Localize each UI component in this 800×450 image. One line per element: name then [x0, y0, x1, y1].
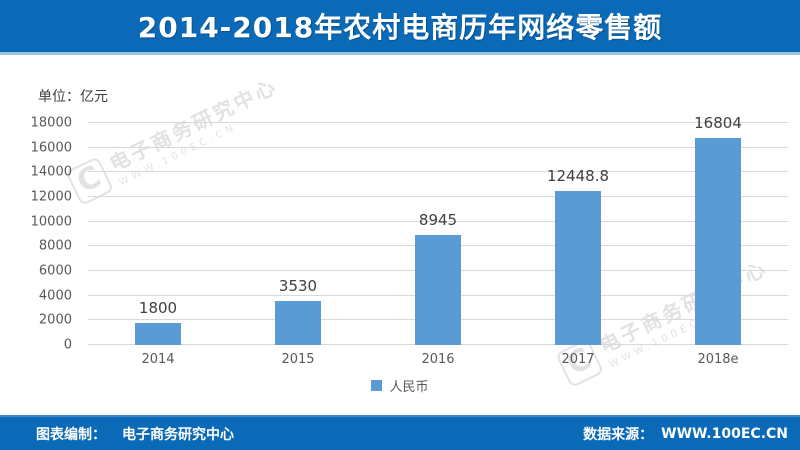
- gridline: [88, 220, 788, 222]
- legend: 人民币: [0, 376, 800, 395]
- y-tick-label: 14000: [30, 164, 72, 180]
- bar-slot-2017: 12448.8: [508, 123, 648, 345]
- y-tick-label: 10000: [30, 214, 72, 230]
- footer-bar: 图表编制： 电子商务研究中心 数据来源： WWW.100EC.CN: [0, 415, 800, 450]
- bar-slot-2014: 1800: [88, 123, 228, 345]
- x-tick-label: 2017: [561, 352, 595, 367]
- y-tick-label: 8000: [38, 238, 72, 254]
- x-axis-labels: 2014 2015 2016 2017 2018e: [88, 352, 788, 367]
- legend-swatch-icon: [371, 380, 383, 391]
- bar-2014: [135, 322, 181, 345]
- y-tick-label: 0: [63, 337, 72, 353]
- bar-value-label: 3530: [278, 277, 318, 296]
- bar-value-label: 8945: [418, 210, 458, 229]
- chart-title: 2014-2018年农村电商历年网络零售额: [137, 11, 663, 44]
- footer-source-value: WWW.100EC.CN: [661, 425, 788, 442]
- x-tick-label: 2014: [141, 352, 175, 367]
- footer-source: 数据来源： WWW.100EC.CN: [583, 424, 788, 444]
- x-tick-label: 2018e: [697, 352, 739, 367]
- y-tick-label: 18000: [30, 115, 72, 131]
- footer-credit-value: 电子商务研究中心: [122, 426, 234, 443]
- y-tick-label: 16000: [30, 140, 72, 156]
- x-tick-label: 2016: [421, 352, 455, 367]
- y-tick-label: 2000: [38, 312, 72, 328]
- gridline: [88, 122, 788, 123]
- bar-value-label: 16804: [694, 113, 742, 132]
- bar-slot-2016: 8945: [368, 123, 508, 345]
- legend-label: 人民币: [389, 380, 429, 395]
- bar-value-label: 12448.8: [546, 167, 610, 186]
- bar-value-label: 1800: [138, 298, 178, 317]
- unit-label: 单位：亿元: [38, 89, 108, 105]
- bar-2017: [555, 191, 601, 345]
- footer-credit: 图表编制： 电子商务研究中心: [36, 424, 234, 444]
- bar-slot-2018e: 16804: [648, 114, 788, 345]
- gridline: [88, 171, 788, 173]
- bar-2015: [275, 301, 321, 345]
- y-tick-label: 6000: [38, 263, 72, 279]
- title-bar: 2014-2018年农村电商历年网络零售额: [0, 0, 800, 55]
- gridline: [88, 146, 788, 148]
- y-axis-labels: 0 2000 4000 6000 8000 10000 12000 14000 16000 180…: [0, 116, 80, 353]
- bar-2016: [415, 234, 461, 345]
- x-tick-label: 2015: [281, 352, 315, 367]
- footer-credit-label: 图表编制：: [36, 426, 106, 443]
- y-tick-label: 4000: [38, 288, 72, 304]
- bar-slot-2015: 3530: [228, 123, 368, 345]
- bars-layer: 1800 3530 8945 12448.8 16804: [88, 114, 788, 345]
- gridline: [88, 196, 788, 198]
- footer-source-label: 数据来源：: [583, 426, 654, 443]
- bar-2018e: [695, 137, 741, 345]
- y-tick-label: 12000: [30, 189, 72, 205]
